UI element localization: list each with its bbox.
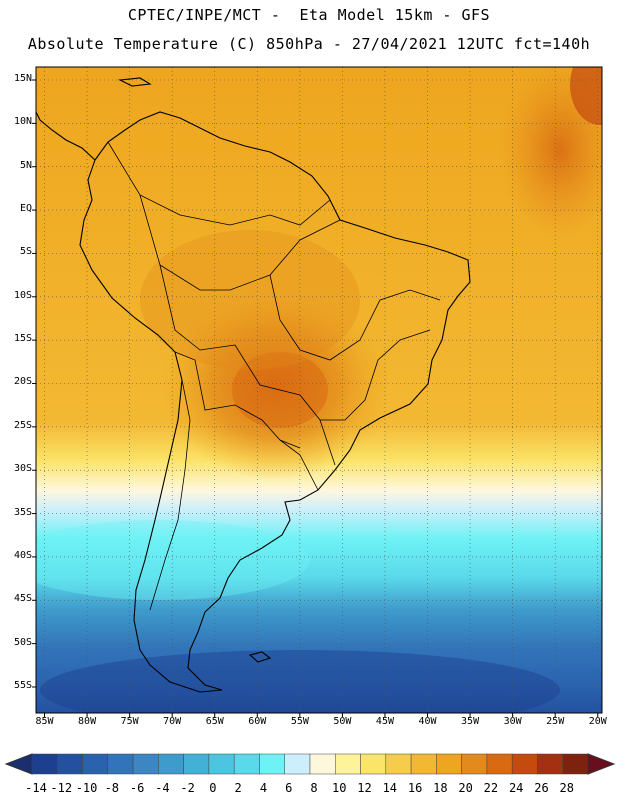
latitude-label: 5N: [19, 159, 32, 171]
colorbar-label: 14: [382, 781, 398, 795]
colorbar-label: -10: [75, 781, 98, 795]
colorbar-swatch: [57, 753, 83, 775]
colorbar-label: -14: [25, 781, 47, 795]
longitude-label: 45W: [375, 716, 394, 727]
colorbar-label: 8: [310, 781, 318, 795]
longitude-label: 20W: [588, 716, 607, 727]
longitude-label: 35W: [461, 716, 480, 727]
colorbar-label: 18: [433, 781, 448, 795]
colorbar-label: 10: [332, 781, 347, 795]
colorbar-swatch: [461, 753, 488, 775]
latitude-label: 15N: [13, 73, 32, 84]
colorbar-swatch: [360, 753, 387, 775]
colorbar-label: 22: [483, 781, 499, 795]
colorbar-swatch: [183, 753, 210, 775]
latitude-label: 50S: [13, 636, 32, 648]
colorbar-swatch: [385, 753, 412, 775]
coastlines: [35, 77, 471, 693]
colorbar-label: 16: [407, 781, 423, 795]
colorbar-label: 2: [234, 781, 242, 795]
colorbar-swatch: [31, 753, 58, 775]
latitude-label: 35S: [13, 506, 32, 518]
inland-warm-area: [140, 230, 360, 370]
longitude-label: 60W: [248, 716, 267, 727]
colorbar-label: 20: [458, 781, 473, 795]
colorbar-swatch: [562, 753, 589, 775]
colorbar-swatch: [511, 753, 538, 775]
colorbar-label: -12: [50, 781, 73, 795]
cold-core: [40, 650, 560, 713]
ne-hot-spot: [570, 67, 602, 125]
colorbar-swatch: [335, 753, 361, 775]
latitude-label: 45S: [13, 593, 32, 605]
colorbar-label: 0: [209, 781, 217, 795]
colorbar-label: 26: [534, 781, 549, 795]
colorbar-below-arrow: [4, 753, 33, 775]
colorbar-label: 4: [259, 781, 268, 795]
colorbar: [4, 753, 616, 775]
central-america-outline: [35, 111, 96, 161]
falklands-island: [248, 651, 272, 663]
longitude-label: 25W: [546, 716, 565, 727]
colorbar-label: -4: [155, 781, 170, 795]
colorbar-swatch: [158, 753, 184, 775]
latitude-label: 25S: [13, 419, 32, 431]
colorbar-label: -8: [104, 781, 120, 795]
latitude-label: 10S: [13, 289, 32, 301]
colorbar-swatch: [107, 753, 134, 775]
latitude-label: 10N: [13, 116, 32, 128]
longitude-label: 40W: [418, 716, 437, 727]
map-frame: [35, 66, 603, 714]
longitude-label: 75W: [120, 716, 139, 727]
latitude-label: 5S: [19, 246, 32, 258]
longitude-label: 50W: [333, 716, 352, 727]
colorbar-label: -6: [129, 781, 145, 795]
graticule: [32, 66, 603, 717]
colorbar-swatch: [82, 753, 109, 775]
colorbar-swatch: [436, 753, 462, 775]
map-title: CPTEC/INPE/MCT - Eta Model 15km - GFS: [127, 6, 491, 24]
colorbar-swatch: [284, 753, 311, 775]
colorbar-swatch: [132, 753, 159, 775]
cold-tongue: [36, 520, 310, 600]
longitude-label: 85W: [35, 716, 54, 727]
latitude-label: EQ: [19, 203, 32, 215]
latitude-label: 15S: [13, 333, 32, 345]
ne-warm-area: [500, 67, 602, 240]
latitude-label: 55S: [13, 679, 32, 691]
longitude-label: 80W: [78, 716, 97, 727]
colorbar-swatch: [259, 753, 285, 775]
south-america-outline: [79, 111, 471, 693]
longitude-label: 30W: [503, 716, 522, 727]
country-borders: [107, 141, 441, 611]
colorbar-label: 12: [357, 781, 372, 795]
colorbar-label: 24: [508, 781, 524, 795]
map-subtitle: Absolute Temperature (C) 850hPa - 27/04/…: [27, 35, 591, 53]
colorbar-swatch: [410, 753, 437, 775]
colorbar-swatch: [309, 753, 336, 775]
colorbar-above-arrow: [587, 753, 616, 775]
longitude-label: 55W: [290, 716, 309, 727]
colorbar-label: 6: [285, 781, 293, 795]
latitude-label: 20S: [13, 376, 32, 388]
longitude-label: 65W: [205, 716, 224, 727]
colorbar-label: -2: [180, 781, 195, 795]
longitude-label: 70W: [163, 716, 182, 727]
colorbar-swatch: [208, 753, 235, 775]
latitude-label: 40S: [13, 549, 32, 561]
colorbar-swatch: [233, 753, 260, 775]
colorbar-swatch: [537, 753, 563, 775]
colorbar-swatch: [486, 753, 513, 775]
colorbar-label: 28: [559, 781, 574, 795]
latitude-label: 30S: [13, 463, 32, 475]
caribbean-island: [118, 77, 152, 87]
